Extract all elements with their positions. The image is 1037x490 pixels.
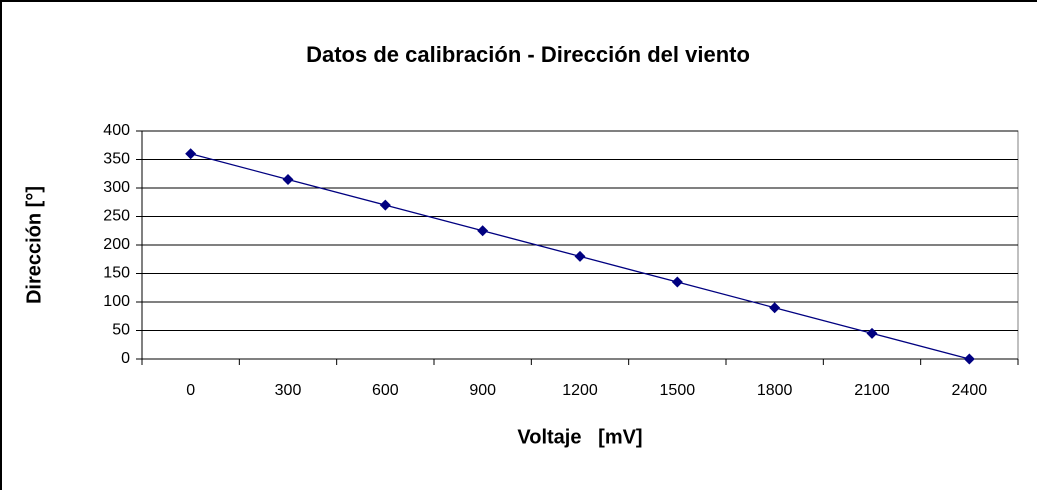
data-point xyxy=(574,250,586,262)
y-tick-label: 50 xyxy=(112,322,130,339)
y-tick-label: 0 xyxy=(121,350,130,367)
y-tick-label: 100 xyxy=(103,293,130,310)
data-point xyxy=(963,353,975,365)
data-point xyxy=(477,225,489,237)
data-point xyxy=(379,199,391,211)
x-tick-label: 1500 xyxy=(660,382,696,399)
data-point xyxy=(769,302,781,314)
data-point xyxy=(185,148,197,160)
x-tick-label: 1200 xyxy=(562,382,598,399)
data-point xyxy=(671,276,683,288)
y-axis-title: Dirección [°] xyxy=(23,186,45,304)
data-point xyxy=(866,327,878,339)
y-tick-label: 300 xyxy=(103,179,130,196)
x-axis-title: Voltaje [mV] xyxy=(517,426,642,448)
x-tick-label: 2100 xyxy=(854,382,890,399)
x-tick-label: 900 xyxy=(469,382,496,399)
y-tick-label: 250 xyxy=(103,208,130,225)
y-tick-label: 200 xyxy=(103,236,130,253)
y-tick-label: 350 xyxy=(103,151,130,168)
x-tick-label: 1800 xyxy=(757,382,793,399)
x-tick-label: 600 xyxy=(372,382,399,399)
y-tick-label: 400 xyxy=(103,122,130,139)
x-tick-label: 300 xyxy=(275,382,302,399)
chart-title: Datos de calibración - Dirección del vie… xyxy=(306,42,750,67)
y-tick-label: 150 xyxy=(103,265,130,282)
data-point xyxy=(282,173,294,185)
x-tick-label: 0 xyxy=(186,382,195,399)
x-tick-label: 2400 xyxy=(952,382,988,399)
